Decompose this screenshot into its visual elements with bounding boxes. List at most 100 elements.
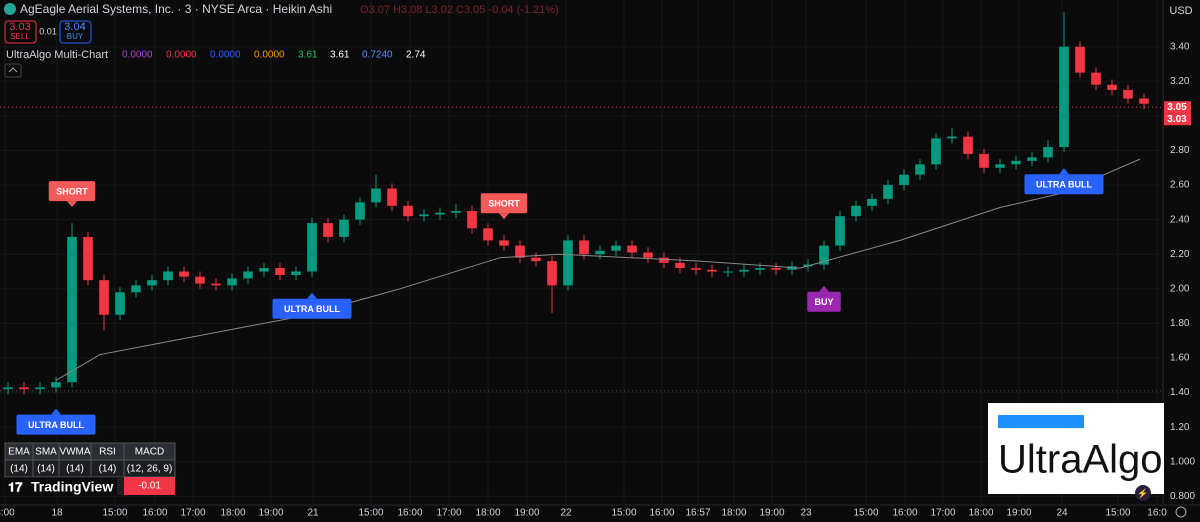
candle-body (259, 268, 269, 272)
price-tag (1164, 101, 1191, 114)
candle-body (627, 245, 637, 253)
signal-box (1024, 174, 1104, 195)
logo-text: UltraAlgo (998, 438, 1163, 482)
candle-body (243, 271, 253, 279)
x-tick-label: 16:00 (649, 508, 674, 519)
x-tick-label: 19:00 (258, 508, 283, 519)
flash-icon[interactable]: ⚡ (1137, 487, 1148, 499)
signal-pointer (307, 292, 317, 299)
candle-body (867, 198, 877, 206)
signal-label: SHORT (488, 199, 520, 209)
x-tick-label: 16:00 (397, 508, 422, 519)
candle-body (547, 261, 557, 286)
x-tick-label: 15:00 (102, 508, 127, 519)
table-header: VWMA (59, 447, 90, 458)
x-tick-label: 16:57 (685, 508, 710, 519)
candle-body (275, 268, 285, 275)
table-param: (14) (66, 464, 84, 475)
signal-box (272, 298, 352, 319)
indicator-name[interactable]: UltraAlgo Multi-Chart (6, 49, 108, 61)
macd-cell (124, 477, 175, 495)
signal-box (48, 181, 96, 202)
buy-label[interactable]: BUY (67, 32, 84, 41)
flash-button[interactable] (1135, 485, 1151, 501)
y-tick-label: 2.00 (1170, 283, 1190, 294)
collapse-button[interactable] (4, 63, 22, 78)
x-tick-label: 15:00 (358, 508, 383, 519)
x-tick-label: 21 (307, 508, 319, 519)
x-tick-label: 22 (560, 508, 572, 519)
indicator-value: 0.0000 (254, 50, 285, 61)
candle-body (819, 245, 829, 265)
candle-body (483, 228, 493, 241)
sell-label[interactable]: SELL (10, 32, 30, 41)
candle-body (179, 271, 189, 277)
candle-body (1059, 46, 1069, 148)
table-param: (14) (99, 464, 117, 475)
candle-body (227, 278, 237, 286)
candle-body (291, 271, 301, 275)
sell-price[interactable]: 3.03 (9, 21, 30, 33)
x-tick-label: 15:00 (1105, 508, 1130, 519)
candle-body (1091, 72, 1101, 85)
signal-box (16, 414, 96, 435)
candle-body (1075, 46, 1085, 73)
x-tick-label: 17:00 (180, 508, 205, 519)
buy-price[interactable]: 3.04 (64, 21, 85, 33)
signal-label: SHORT (56, 186, 88, 196)
candle-body (995, 164, 1005, 168)
indicator-value: 2.74 (406, 50, 426, 61)
currency[interactable]: USD (1169, 5, 1192, 17)
logo-bar (998, 415, 1084, 428)
buy-button[interactable] (59, 20, 92, 44)
candle-body (675, 262, 685, 269)
candle-body (899, 174, 909, 186)
x-tick-label: 18:00 (968, 508, 993, 519)
candle-body (211, 283, 221, 286)
candle-body (787, 266, 797, 270)
x-tick-label: 23 (800, 508, 812, 519)
candle-body (851, 205, 861, 217)
x-tick-label: 16:00 (892, 508, 917, 519)
candle-body (323, 223, 333, 237)
symbol-icon[interactable] (4, 3, 16, 15)
x-tick-label: 16:0 (1147, 508, 1167, 519)
candle-body (771, 268, 781, 270)
table-header: MACD (135, 447, 164, 458)
x-tick-label: 18:00 (721, 508, 746, 519)
y-tick-label: 1.60 (1170, 353, 1190, 364)
candle-body (1107, 84, 1117, 90)
signal-pointer (67, 201, 77, 208)
price-tag-label: 3.03 (1167, 114, 1187, 125)
ohlc: O3.07 H3.08 L3.02 C3.05 -0.04 (-1.21%) (360, 4, 559, 16)
candle-body (1123, 89, 1133, 99)
x-tick-label: 16:00 (142, 508, 167, 519)
y-tick-label: 3.20 (1170, 76, 1190, 87)
x-tick-label: 17:00 (436, 508, 461, 519)
x-tick-label: 18 (51, 508, 63, 519)
indicator-value: 0.0000 (122, 50, 153, 61)
candle-body (435, 212, 445, 215)
sell-button[interactable] (4, 20, 37, 44)
candle-body (563, 240, 573, 286)
candle-body (835, 216, 845, 246)
y-tick-label: 2.20 (1170, 249, 1190, 260)
settings-icon[interactable] (1175, 506, 1187, 518)
table-param: (12, 26, 9) (127, 464, 173, 475)
table-param: (14) (10, 464, 28, 475)
indicator-value: 0.0000 (210, 50, 241, 61)
x-tick-label: 18:00 (475, 508, 500, 519)
x-tick-label: 19:00 (514, 508, 539, 519)
candle-body (755, 268, 765, 270)
y-tick-label: 1.80 (1170, 318, 1190, 329)
signal-pointer (1059, 168, 1069, 175)
candle-body (19, 387, 29, 390)
x-tick-label: 15:00 (611, 508, 636, 519)
candle-body (387, 188, 397, 206)
collapse-icon[interactable] (8, 67, 18, 73)
candle-body (963, 136, 973, 154)
symbol-title[interactable]: AgEagle Aerial Systems, Inc. · 3 · NYSE … (20, 2, 332, 16)
y-tick-label: 2.40 (1170, 214, 1190, 225)
x-tick-label: 15:00 (853, 508, 878, 519)
candle-body (83, 236, 93, 281)
